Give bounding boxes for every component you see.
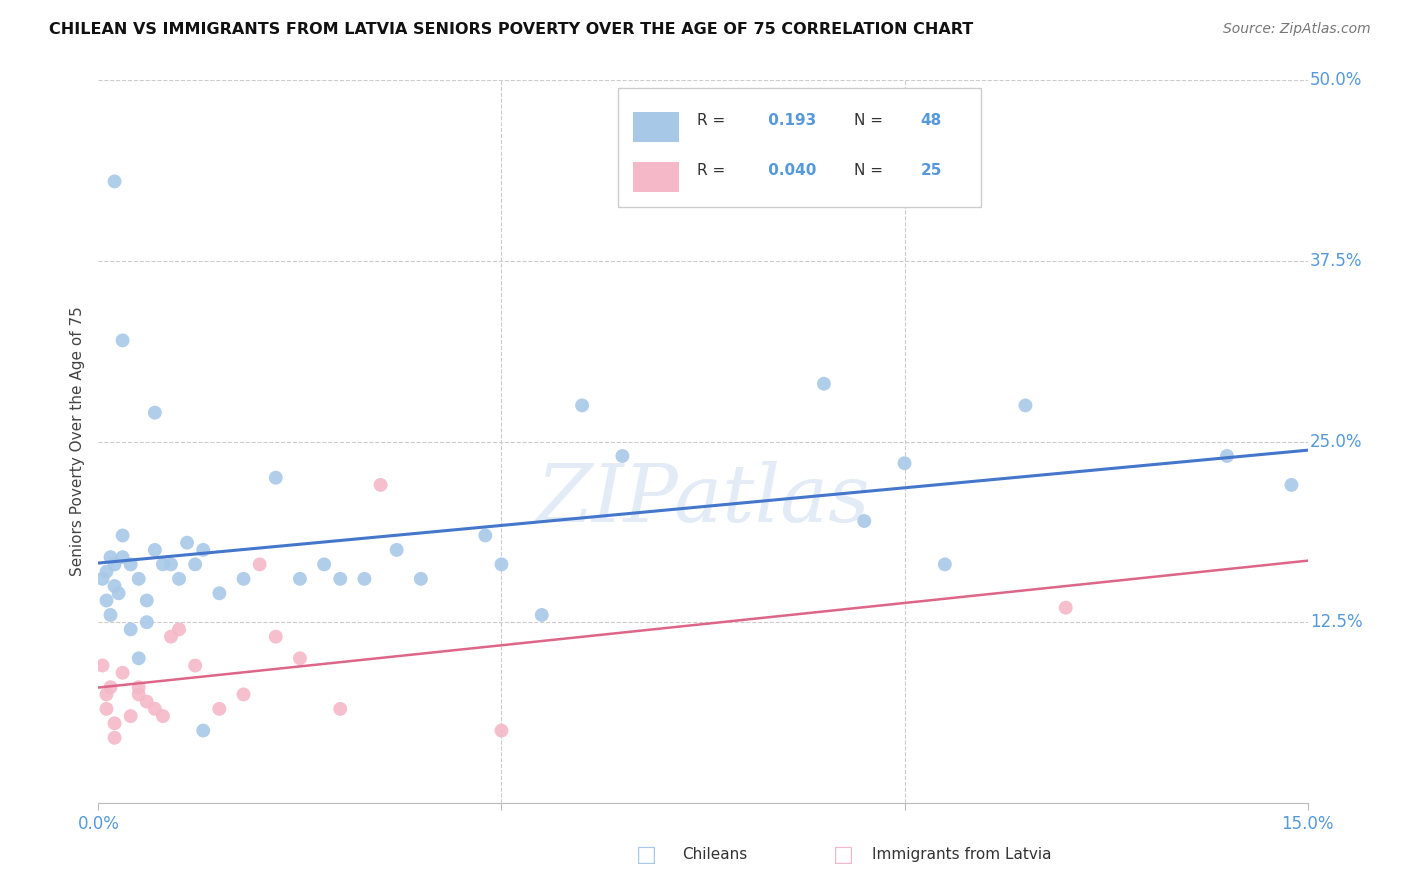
Point: [288, 572, 311, 586]
Point: [143, 542, 166, 557]
Point: [160, 558, 183, 572]
Point: [264, 630, 287, 644]
Point: [1216, 449, 1239, 463]
Text: N =: N =: [855, 112, 889, 128]
Text: 12.5%: 12.5%: [1310, 613, 1362, 632]
Point: [128, 572, 150, 586]
Point: [353, 572, 375, 586]
Text: Source: ZipAtlas.com: Source: ZipAtlas.com: [1223, 22, 1371, 37]
Point: [120, 558, 142, 572]
Text: □: □: [834, 845, 853, 864]
Point: [264, 470, 287, 484]
Point: [111, 528, 134, 542]
Text: 0.040: 0.040: [763, 163, 817, 178]
Text: 0.193: 0.193: [763, 112, 817, 128]
Text: □: □: [637, 845, 657, 864]
Point: [385, 542, 408, 557]
Point: [288, 651, 311, 665]
Text: Immigrants from Latvia: Immigrants from Latvia: [872, 847, 1052, 862]
Point: [409, 572, 432, 586]
Text: ZIPatlas: ZIPatlas: [536, 460, 870, 538]
Point: [232, 687, 254, 701]
Point: [329, 572, 352, 586]
Text: 25: 25: [921, 163, 942, 178]
Point: [96, 593, 118, 607]
Point: [370, 478, 392, 492]
Point: [491, 723, 513, 738]
Point: [813, 376, 835, 391]
Point: [128, 687, 150, 701]
Point: [111, 665, 134, 680]
FancyBboxPatch shape: [633, 112, 679, 142]
Point: [1054, 600, 1077, 615]
Point: [111, 550, 134, 565]
Point: [474, 528, 496, 542]
Point: [853, 514, 876, 528]
Text: R =: R =: [697, 112, 730, 128]
Point: [249, 558, 271, 572]
Point: [103, 731, 125, 745]
Point: [167, 572, 190, 586]
Text: 48: 48: [921, 112, 942, 128]
Point: [103, 174, 125, 188]
Point: [1281, 478, 1303, 492]
Point: [232, 572, 254, 586]
Point: [103, 558, 125, 572]
Point: [128, 651, 150, 665]
Point: [893, 456, 915, 470]
Point: [176, 535, 198, 549]
Point: [934, 558, 956, 572]
Point: [135, 593, 157, 607]
Text: N =: N =: [855, 163, 889, 178]
Point: [128, 680, 150, 694]
Point: [152, 709, 174, 723]
Point: [491, 558, 513, 572]
Text: 50.0%: 50.0%: [1310, 71, 1362, 89]
Point: [91, 658, 114, 673]
Point: [91, 572, 114, 586]
Point: [135, 695, 157, 709]
Point: [329, 702, 352, 716]
Point: [612, 449, 634, 463]
Point: [111, 334, 134, 348]
Text: R =: R =: [697, 163, 730, 178]
Point: [143, 702, 166, 716]
Point: [135, 615, 157, 630]
Point: [184, 558, 207, 572]
Text: 37.5%: 37.5%: [1310, 252, 1362, 270]
Y-axis label: Seniors Poverty Over the Age of 75: Seniors Poverty Over the Age of 75: [70, 307, 86, 576]
Point: [160, 630, 183, 644]
Point: [530, 607, 553, 622]
FancyBboxPatch shape: [633, 162, 679, 193]
Point: [1014, 398, 1036, 412]
Point: [100, 607, 122, 622]
Point: [208, 702, 231, 716]
Text: 25.0%: 25.0%: [1310, 433, 1362, 450]
Point: [571, 398, 593, 412]
Point: [120, 709, 142, 723]
Point: [96, 565, 118, 579]
Point: [96, 702, 118, 716]
Point: [184, 658, 207, 673]
Point: [193, 542, 215, 557]
Point: [208, 586, 231, 600]
Point: [152, 558, 174, 572]
Point: [107, 586, 129, 600]
Point: [167, 623, 190, 637]
Text: Chileans: Chileans: [682, 847, 747, 862]
Point: [120, 623, 142, 637]
Point: [100, 680, 122, 694]
Text: CHILEAN VS IMMIGRANTS FROM LATVIA SENIORS POVERTY OVER THE AGE OF 75 CORRELATION: CHILEAN VS IMMIGRANTS FROM LATVIA SENIOR…: [49, 22, 973, 37]
Point: [96, 687, 118, 701]
Point: [100, 550, 122, 565]
Point: [143, 406, 166, 420]
Point: [314, 558, 336, 572]
Point: [103, 716, 125, 731]
Point: [193, 723, 215, 738]
FancyBboxPatch shape: [619, 87, 981, 207]
Point: [103, 579, 125, 593]
